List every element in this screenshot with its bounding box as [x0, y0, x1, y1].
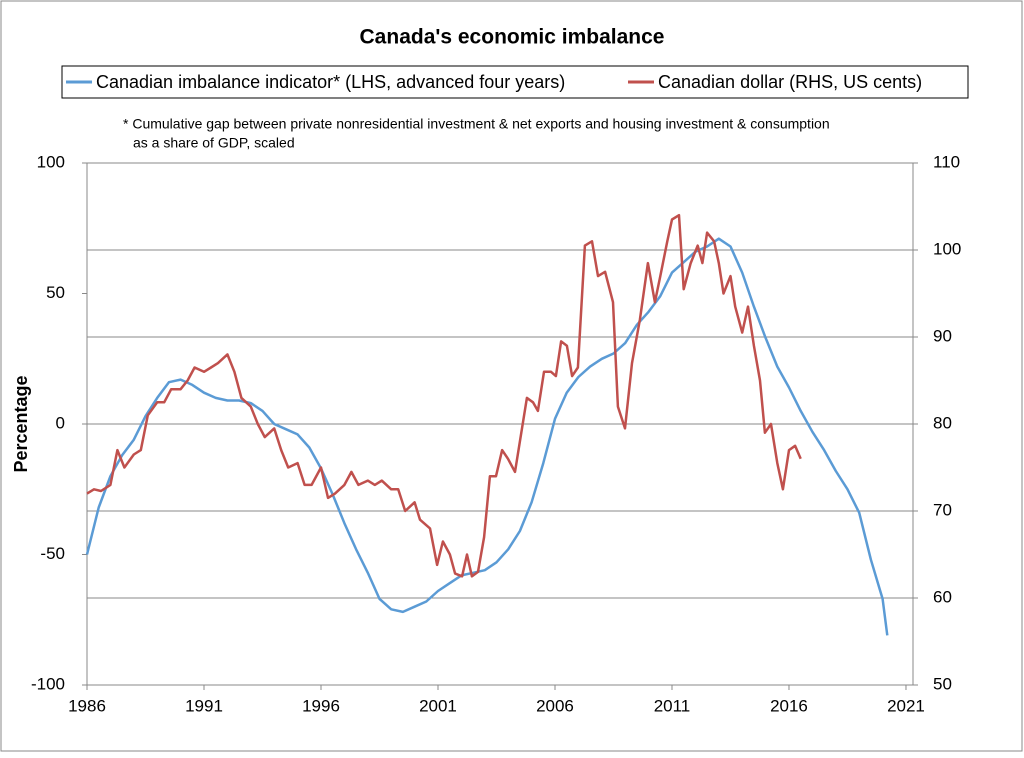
y-tick-label: 100	[37, 152, 65, 171]
x-tick-label: 1991	[185, 696, 223, 715]
y2-tick-label: 60	[933, 587, 952, 606]
y2-tick-label: 50	[933, 674, 952, 693]
y-axis-label: Percentage	[11, 375, 31, 472]
y-tick-label: 50	[46, 283, 65, 302]
x-tick-label: 1986	[68, 696, 106, 715]
footnote: * Cumulative gap between private nonresi…	[123, 116, 830, 132]
x-tick-label: 2001	[419, 696, 457, 715]
y-tick-label: -50	[40, 544, 65, 563]
y-tick-label: -100	[31, 674, 65, 693]
x-tick-label: 2021	[887, 696, 925, 715]
y-tick-label: 0	[56, 413, 65, 432]
chart-title: Canada's economic imbalance	[360, 26, 665, 49]
footnote: as a share of GDP, scaled	[133, 135, 295, 151]
x-tick-label: 1996	[302, 696, 340, 715]
y2-tick-label: 90	[933, 326, 952, 345]
y2-tick-label: 80	[933, 413, 952, 432]
legend	[61, 65, 969, 99]
data-line	[85, 237, 889, 636]
x-tick-label: 2006	[536, 696, 574, 715]
legend-label: Canadian dollar (RHS, US cents)	[658, 72, 922, 92]
x-tick-label: 2016	[770, 696, 808, 715]
y2-tick-label: 100	[933, 239, 961, 258]
y2-tick-label: 110	[933, 152, 960, 171]
legend-label: Canadian imbalance indicator* (LHS, adva…	[96, 72, 565, 92]
x-tick-label: 2011	[654, 696, 691, 715]
data-line	[86, 213, 802, 578]
y2-tick-label: 70	[933, 500, 952, 519]
